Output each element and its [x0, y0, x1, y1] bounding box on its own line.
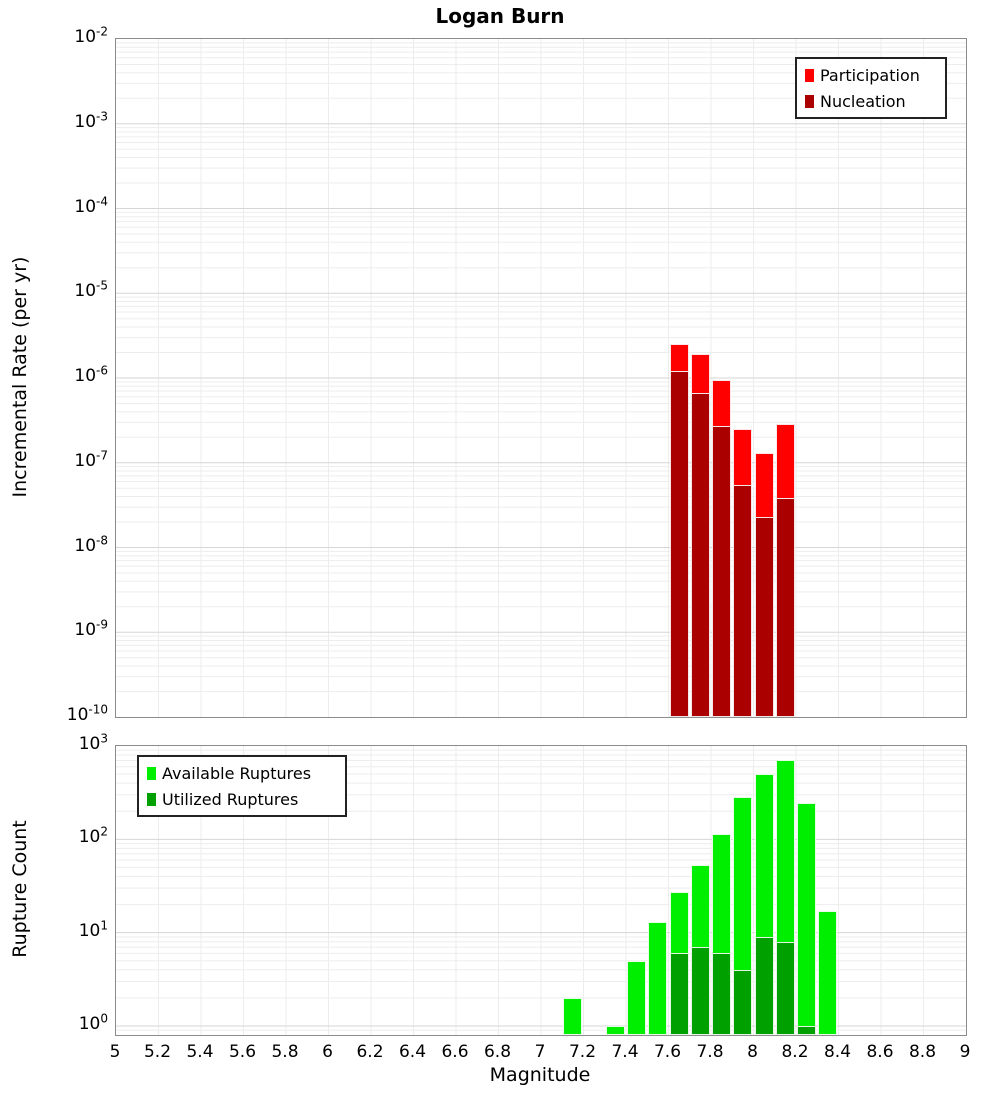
x-tick-label: 7.8	[696, 1042, 724, 1062]
y-tick-label: 103	[78, 731, 108, 754]
x-tick-label: 6.6	[441, 1042, 469, 1062]
nucleation-bar	[669, 371, 689, 717]
x-tick-label: 5.4	[186, 1042, 214, 1062]
available-ruptures-bar	[648, 922, 668, 1035]
nucleation-bar	[712, 426, 732, 717]
nucleation-bar	[690, 393, 710, 717]
y-tick-label: 10-3	[74, 109, 108, 132]
nucleation-bar	[775, 498, 795, 717]
utilized-ruptures-bar	[669, 953, 689, 1035]
participation-label: Participation	[820, 65, 920, 85]
y-tick-label: 100	[78, 1011, 108, 1034]
y-tick-label: 10-4	[74, 193, 108, 217]
gridlines	[116, 39, 966, 717]
utilized-ruptures-bar	[733, 969, 753, 1035]
nucleation-swatch	[805, 94, 814, 108]
x-tick-label: 6.8	[483, 1042, 512, 1062]
nucleation-bar	[754, 516, 774, 717]
y-tick-label: 101	[78, 918, 108, 941]
y-tick-label: 10-10	[66, 702, 108, 725]
available-ruptures-bar	[605, 1026, 625, 1035]
x-tick-label: 8.2	[781, 1042, 809, 1062]
y-tick-label: 102	[78, 824, 108, 848]
nucleation-bar	[733, 484, 753, 717]
rate-legend: Participation Nucleation	[795, 57, 947, 119]
y-tick-label: 10-9	[74, 617, 108, 641]
utilized-ruptures-bar	[690, 947, 710, 1035]
legend-item-available: Available Ruptures	[147, 760, 337, 786]
chart-title: Logan Burn	[435, 4, 565, 28]
incremental-rate-plot	[115, 38, 967, 718]
available-ruptures-bar	[818, 911, 838, 1035]
available-ruptures-bar	[797, 803, 817, 1035]
x-tick-label: 8.4	[823, 1042, 852, 1062]
x-tick-label: 5	[109, 1042, 121, 1062]
x-tick-label: 8.8	[908, 1042, 937, 1062]
utilized-ruptures-bar	[797, 1026, 817, 1035]
x-tick-label: 7.4	[611, 1042, 639, 1062]
count-legend: Available Ruptures Utilized Ruptures	[137, 755, 347, 817]
x-axis-label: Magnitude	[489, 1064, 591, 1086]
available-ruptures-swatch	[147, 766, 156, 780]
utilized-ruptures-label: Utilized Ruptures	[162, 789, 299, 809]
y-tick-label: 10-5	[74, 278, 108, 302]
legend-item-utilized: Utilized Ruptures	[147, 786, 337, 812]
x-tick-label: 5.8	[271, 1042, 299, 1062]
utilized-ruptures-swatch	[147, 792, 156, 806]
legend-item-participation: Participation	[805, 62, 937, 88]
x-tick-label: 6.4	[398, 1042, 427, 1062]
utilized-ruptures-bar	[775, 941, 795, 1035]
utilized-ruptures-bar	[754, 936, 774, 1035]
x-tick-label: 7.6	[653, 1042, 682, 1062]
y-tick-label: 10-7	[74, 448, 108, 471]
x-tick-label: 7.2	[568, 1042, 597, 1062]
x-tick-label: 8	[747, 1042, 758, 1062]
y-tick-label: 10-6	[74, 363, 108, 386]
x-tick-label: 9	[959, 1042, 971, 1062]
x-tick-label: 6	[322, 1042, 333, 1062]
available-ruptures-bar	[627, 960, 647, 1035]
legend-item-nucleation: Nucleation	[805, 88, 937, 114]
x-tick-label: 8.6	[866, 1042, 894, 1062]
available-ruptures-label: Available Ruptures	[162, 763, 312, 783]
utilized-ruptures-bar	[712, 953, 732, 1035]
x-tick-label: 5.6	[228, 1042, 257, 1062]
y-tick-label: 10-8	[74, 532, 108, 556]
x-tick-label: 6.2	[356, 1042, 384, 1062]
y-tick-label: 10-2	[74, 24, 108, 47]
participation-swatch	[805, 68, 814, 82]
x-tick-label: 7	[534, 1042, 546, 1062]
available-ruptures-bar	[563, 997, 583, 1035]
x-tick-label: 5.2	[143, 1042, 172, 1062]
nucleation-label: Nucleation	[820, 91, 906, 111]
